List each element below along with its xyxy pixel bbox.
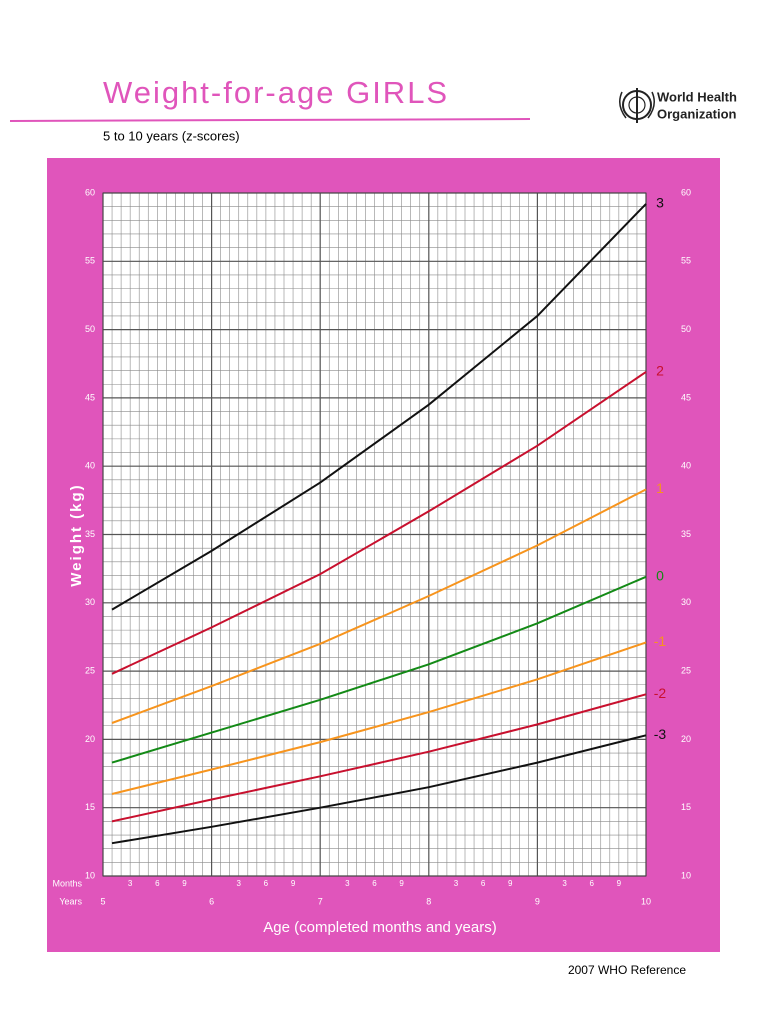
x-tick-label: 9 [535,896,540,906]
y-tick-label-right: 60 [681,187,691,197]
month-tick-label: 3 [237,879,242,888]
z-score-line [111,371,647,675]
title-rule [9,118,531,122]
z-score-line [111,488,647,724]
series-label: -2 [654,685,667,701]
month-tick-label: 3 [345,879,350,888]
y-tick-label-right: 45 [681,392,691,402]
month-tick-label: 6 [264,879,269,888]
y-tick-label: 50 [85,324,95,334]
y-tick-label: 35 [85,529,95,539]
plot-frame [102,192,647,877]
x-axis-label: Age (completed months and years) [263,919,496,936]
y-tick-label: 45 [85,392,95,402]
x-tick-label: 5 [100,896,105,906]
month-tick-label: 3 [562,879,567,888]
z-score-line [111,693,647,823]
y-tick-label-right: 30 [681,597,691,607]
logo-text: Organization [657,106,737,121]
footer: 2007 WHO Reference [568,963,686,977]
y-tick-label: 15 [85,802,95,812]
y-tick-label-right: 40 [681,461,691,471]
series-label: 3 [656,195,664,211]
chart-title: Weight-for-age GIRLS [103,75,449,110]
y-tick-label: 10 [85,870,95,880]
y-axis-label: Weight (kg) [68,483,85,586]
month-tick-label: 3 [454,879,459,888]
month-tick-label: 9 [291,879,296,888]
x-tick-label: 8 [426,896,431,906]
y-tick-label: 30 [85,597,95,607]
y-tick-label: 20 [85,734,95,744]
y-tick-label-right: 20 [681,734,691,744]
y-tick-label-right: 25 [681,665,691,675]
y-tick-label: 60 [85,187,95,197]
years-row-label: Years [59,896,82,906]
y-tick-label-right: 15 [681,802,691,812]
y-tick-label-right: 10 [681,870,691,880]
z-score-line [111,575,647,764]
series-label: 1 [656,480,664,496]
chart-subtitle: 5 to 10 years (z-scores) [103,128,240,143]
y-tick-label-right: 35 [681,529,691,539]
y-tick-label: 55 [85,256,95,266]
month-tick-label: 9 [508,879,513,888]
x-tick-label: 7 [318,896,323,906]
series-label: -3 [654,726,667,742]
month-tick-label: 3 [128,879,133,888]
series-label: -1 [654,633,667,649]
month-tick-label: 9 [182,879,187,888]
x-tick-label: 6 [209,896,214,906]
month-tick-label: 6 [155,879,160,888]
y-tick-label: 25 [85,665,95,675]
z-score-line [111,203,647,611]
month-tick-label: 9 [617,879,622,888]
series-label: 2 [656,363,664,379]
month-tick-label: 6 [481,879,486,888]
z-score-line [111,734,647,845]
month-tick-label: 6 [589,879,594,888]
x-tick-label: 10 [641,896,651,906]
z-score-line [111,641,647,795]
logo-text: World Health [657,89,737,104]
month-tick-label: 9 [399,879,404,888]
y-tick-label: 40 [85,461,95,471]
month-tick-label: 6 [372,879,377,888]
y-tick-label-right: 50 [681,324,691,334]
series-label: 0 [656,568,664,584]
months-row-label: Months [52,878,82,888]
who-logo: World Health Organization [619,88,737,123]
y-tick-label-right: 55 [681,256,691,266]
marks: 3 2 1 0 -1 -2 -3 [111,195,667,845]
